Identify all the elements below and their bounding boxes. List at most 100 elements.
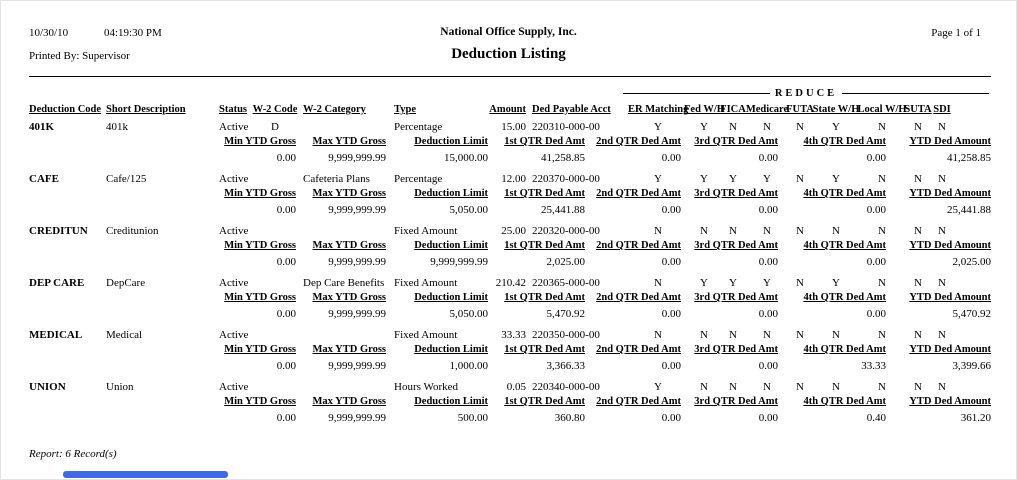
sub-col-ytd-ded-amount: YTD Ded Amount bbox=[909, 240, 991, 251]
deduction-limit-value: 15,000.00 bbox=[444, 152, 488, 164]
sub-col-deduction-limit: Deduction Limit bbox=[414, 344, 488, 355]
sub-col-ytd-ded-amount: YTD Ded Amount bbox=[909, 136, 991, 147]
status-cell: Active bbox=[219, 121, 249, 133]
deduction-main-row: 401K 401k Active D Percentage 15.00 2203… bbox=[1, 121, 1016, 134]
sub-col-q3-ded-amt: 3rd QTR Ded Amt bbox=[694, 240, 778, 251]
col-fica: FICA bbox=[720, 104, 746, 115]
q4-ded-amt-value: 0.00 bbox=[866, 308, 886, 320]
short-description-cell: 401k bbox=[106, 121, 128, 133]
deduction-main-row: CAFE Cafe/125 Active Cafeteria Plans Per… bbox=[1, 173, 1016, 186]
col-state-wh: State W/H bbox=[812, 104, 860, 115]
local-wh-flag: N bbox=[878, 121, 886, 133]
max-ytd-gross-value: 9,999,999.99 bbox=[328, 204, 386, 216]
col-sdi: SDI bbox=[933, 104, 951, 115]
record-count-summary: Report: 6 Record(s) bbox=[29, 448, 117, 460]
deduction-block-depcare: DEP CARE DepCare Active Dep Care Benefit… bbox=[1, 277, 1016, 329]
sub-values-row: 0.00 9,999,999.99 9,999,999.99 2,025.00 … bbox=[1, 256, 1016, 269]
min-ytd-gross-value: 0.00 bbox=[276, 256, 296, 268]
ded-payable-acct-cell: 220310-000-00 bbox=[532, 121, 600, 133]
er-matching-flag: Y bbox=[654, 173, 662, 185]
ded-payable-acct-cell: 220320-000-00 bbox=[532, 225, 600, 237]
short-description-cell: DepCare bbox=[106, 277, 146, 289]
sdi-flag: N bbox=[938, 277, 946, 289]
col-deduction-code: Deduction Code bbox=[29, 104, 102, 115]
deduction-block-medical: MEDICAL Medical Active Fixed Amount 33.3… bbox=[1, 329, 1016, 381]
status-cell: Active bbox=[219, 173, 249, 185]
deduction-code-cell: 401K bbox=[29, 121, 55, 133]
ded-payable-acct-cell: 220370-000-00 bbox=[532, 173, 600, 185]
suta-flag: N bbox=[914, 329, 922, 341]
short-description-cell: Union bbox=[106, 381, 134, 393]
sub-col-deduction-limit: Deduction Limit bbox=[414, 188, 488, 199]
q3-ded-amt-value: 0.00 bbox=[758, 204, 778, 216]
medicare-flag: N bbox=[763, 329, 771, 341]
sub-col-q2-ded-amt: 2nd QTR Ded Amt bbox=[596, 136, 681, 147]
fed-wh-flag: Y bbox=[700, 277, 708, 289]
q1-ded-amt-value: 3,366.33 bbox=[546, 360, 586, 372]
type-cell: Fixed Amount bbox=[394, 329, 458, 341]
amount-cell: 0.05 bbox=[506, 381, 526, 393]
deduction-main-row: UNION Union Active Hours Worked 0.05 220… bbox=[1, 381, 1016, 394]
local-wh-flag: N bbox=[878, 225, 886, 237]
sub-col-min-ytd-gross: Min YTD Gross bbox=[224, 136, 296, 147]
futa-flag: N bbox=[796, 121, 804, 133]
fica-flag: N bbox=[729, 121, 737, 133]
q2-ded-amt-value: 0.00 bbox=[661, 204, 681, 216]
company-name: National Office Supply, Inc. bbox=[440, 26, 577, 38]
printed-by: Printed By: Supervisor bbox=[29, 50, 130, 62]
sdi-flag: N bbox=[938, 381, 946, 393]
sub-col-q4-ded-amt: 4th QTR Ded Amt bbox=[803, 240, 886, 251]
type-cell: Percentage bbox=[394, 173, 443, 185]
w2-category-cell: Dep Care Benefits bbox=[303, 277, 385, 289]
q4-ded-amt-value: 33.33 bbox=[861, 360, 886, 372]
sub-col-q3-ded-amt: 3rd QTR Ded Amt bbox=[694, 396, 778, 407]
amount-cell: 210.42 bbox=[495, 277, 526, 289]
sub-col-ytd-ded-amount: YTD Ded Amount bbox=[909, 292, 991, 303]
fica-flag: N bbox=[729, 381, 737, 393]
status-cell: Active bbox=[219, 329, 249, 341]
min-ytd-gross-value: 0.00 bbox=[276, 360, 296, 372]
col-medicare: Medicare bbox=[745, 104, 789, 115]
futa-flag: N bbox=[796, 225, 804, 237]
sub-col-min-ytd-gross: Min YTD Gross bbox=[224, 240, 296, 251]
min-ytd-gross-value: 0.00 bbox=[276, 308, 296, 320]
sub-header-row: Min YTD Gross Max YTD Gross Deduction Li… bbox=[1, 292, 1016, 305]
header-divider bbox=[29, 76, 991, 77]
q3-ded-amt-value: 0.00 bbox=[758, 256, 778, 268]
q3-ded-amt-value: 0.00 bbox=[758, 152, 778, 164]
sub-col-max-ytd-gross: Max YTD Gross bbox=[312, 292, 387, 303]
q2-ded-amt-value: 0.00 bbox=[661, 412, 681, 424]
er-matching-flag: Y bbox=[654, 121, 662, 133]
sub-col-max-ytd-gross: Max YTD Gross bbox=[312, 188, 387, 199]
amount-cell: 12.00 bbox=[501, 173, 526, 185]
reduce-dash-right bbox=[842, 93, 989, 94]
ytd-ded-amount-value: 41,258.85 bbox=[947, 152, 991, 164]
short-description-cell: Medical bbox=[106, 329, 143, 341]
horizontal-scrollbar-thumb[interactable] bbox=[63, 471, 228, 478]
col-futa: FUTA bbox=[786, 104, 814, 115]
deduction-block-union: UNION Union Active Hours Worked 0.05 220… bbox=[1, 381, 1016, 433]
sub-col-q4-ded-amt: 4th QTR Ded Amt bbox=[803, 136, 886, 147]
fica-flag: N bbox=[729, 329, 737, 341]
reduce-dash-left bbox=[623, 93, 770, 94]
reduce-group-header: REDUCE bbox=[623, 88, 989, 99]
min-ytd-gross-value: 0.00 bbox=[276, 152, 296, 164]
sub-header-row: Min YTD Gross Max YTD Gross Deduction Li… bbox=[1, 188, 1016, 201]
q1-ded-amt-value: 41,258.85 bbox=[541, 152, 585, 164]
sub-col-q3-ded-amt: 3rd QTR Ded Amt bbox=[694, 344, 778, 355]
max-ytd-gross-value: 9,999,999.99 bbox=[328, 412, 386, 424]
ytd-ded-amount-value: 5,470.92 bbox=[952, 308, 992, 320]
medicare-flag: N bbox=[763, 381, 771, 393]
fica-flag: Y bbox=[729, 277, 737, 289]
sub-header-row: Min YTD Gross Max YTD Gross Deduction Li… bbox=[1, 240, 1016, 253]
ded-payable-acct-cell: 220350-000-00 bbox=[532, 329, 600, 341]
ytd-ded-amount-value: 2,025.00 bbox=[952, 256, 992, 268]
er-matching-flag: N bbox=[654, 329, 662, 341]
amount-cell: 25.00 bbox=[501, 225, 526, 237]
col-local-wh: Local W/H bbox=[857, 104, 907, 115]
er-matching-flag: Y bbox=[654, 381, 662, 393]
max-ytd-gross-value: 9,999,999.99 bbox=[328, 360, 386, 372]
fed-wh-flag: N bbox=[700, 329, 708, 341]
er-matching-flag: N bbox=[654, 225, 662, 237]
sub-col-q2-ded-amt: 2nd QTR Ded Amt bbox=[596, 396, 681, 407]
